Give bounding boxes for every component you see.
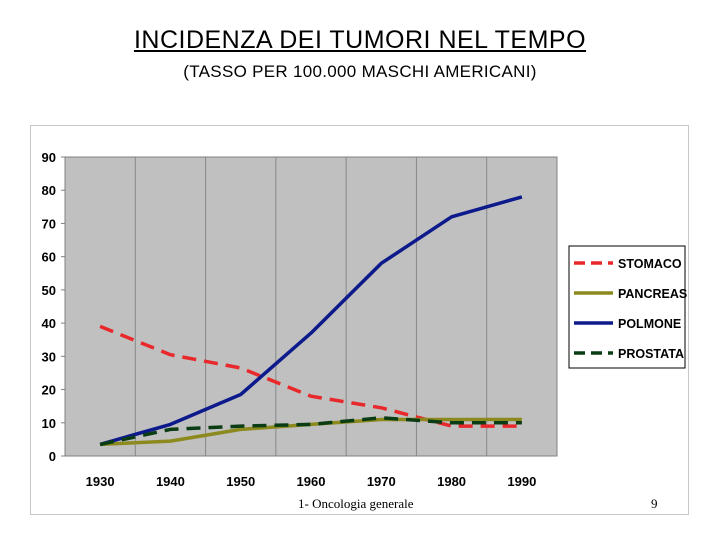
series-line-pancreas	[100, 417, 522, 447]
y-tick-label: 0	[49, 449, 56, 464]
legend-box	[568, 245, 686, 369]
y-tick-label: 40	[42, 316, 56, 331]
legend-label: PROSTATA	[618, 347, 684, 361]
y-tick-label: 60	[42, 250, 56, 265]
legend-label: POLMONE	[618, 317, 681, 331]
series-line-prostata	[99, 416, 522, 447]
footer-text: 1- Oncologia generale	[298, 496, 414, 511]
legend-label: STOMACO	[618, 257, 682, 271]
x-tick-label: 1970	[367, 474, 396, 489]
x-tick-label: 1980	[437, 474, 466, 489]
x-tick-label: 1940	[156, 474, 185, 489]
y-tick-label: 80	[42, 183, 56, 198]
series-line-polmone	[99, 195, 523, 447]
y-tick-label: 10	[42, 416, 56, 431]
y-tick-label: 30	[42, 349, 56, 364]
y-tick-label: 50	[42, 283, 56, 298]
page-number: 9	[651, 496, 658, 511]
legend-label: PANCREAS	[618, 287, 687, 301]
x-tick-label: 1990	[507, 474, 536, 489]
y-tick-label: 70	[42, 216, 56, 231]
slide-title: INCIDENZA DEI TUMORI NEL TEMPO	[133, 26, 587, 54]
series-line-stomaco	[99, 324, 522, 428]
y-tick-label: 20	[42, 383, 56, 398]
slide-subtitle: (TASSO PER 100.000 MASCHI AMERICANI)	[183, 62, 537, 81]
y-tick-label: 90	[42, 150, 56, 165]
x-tick-label: 1930	[86, 474, 115, 489]
x-tick-label: 1950	[226, 474, 255, 489]
x-tick-label: 1960	[297, 474, 326, 489]
plot-area	[64, 156, 558, 457]
